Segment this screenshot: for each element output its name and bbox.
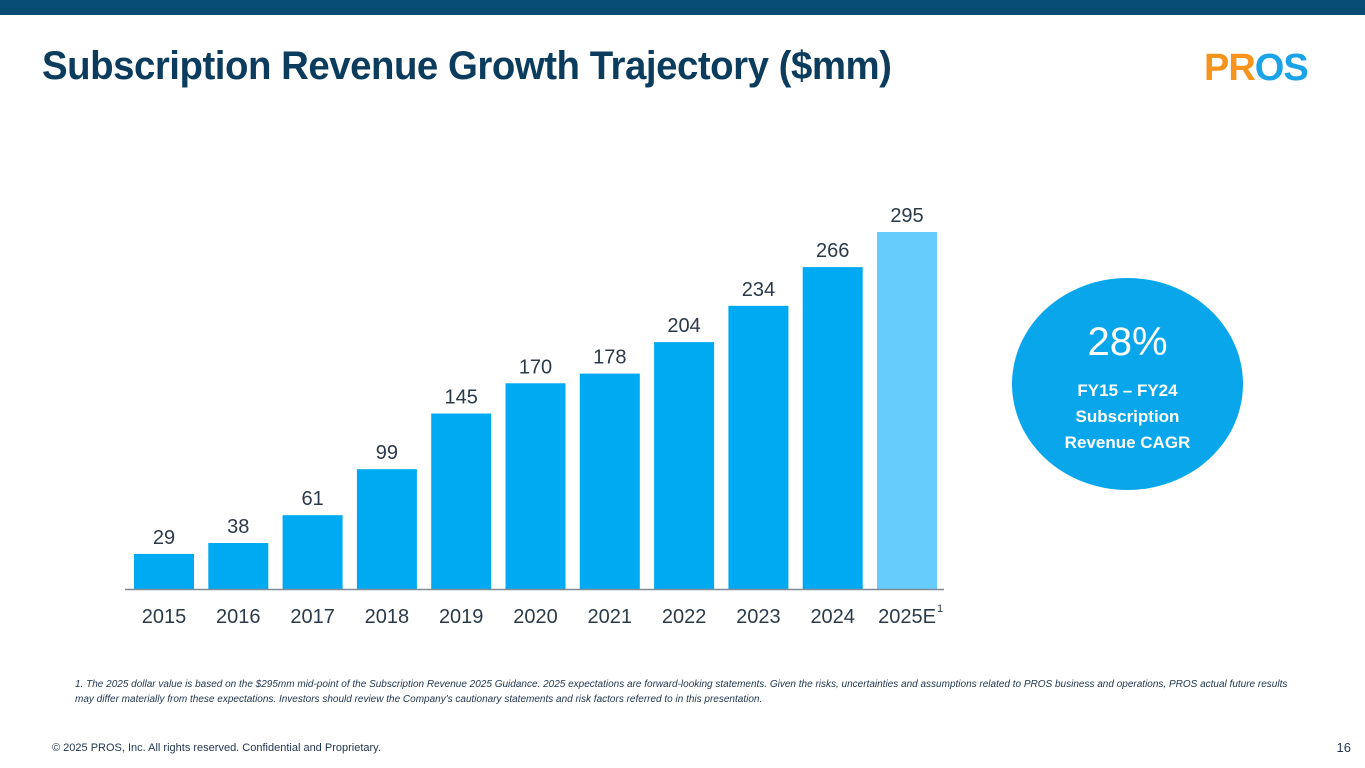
data-label-2020: 170 xyxy=(519,356,552,378)
x-tick-label-2021: 2021 xyxy=(588,606,633,628)
cagr-label-line1: FY15 – FY24 xyxy=(1077,381,1178,400)
data-label-2021: 178 xyxy=(593,347,626,369)
x-tick-label-2024: 2024 xyxy=(810,606,855,628)
page-number: 16 xyxy=(1336,740,1351,755)
cagr-callout-circle: 28% FY15 – FY24 Subscription Revenue CAG… xyxy=(1012,278,1243,490)
data-label-2024: 266 xyxy=(816,240,849,262)
data-label-2016: 38 xyxy=(227,516,249,538)
logo-text-part2: OS xyxy=(1254,47,1309,89)
bar-2025E xyxy=(877,232,937,589)
bar-2019 xyxy=(431,413,492,589)
x-tick-label-2025E: 2025E xyxy=(878,606,936,628)
x-tick-label-2016: 2016 xyxy=(216,606,261,628)
footnote: 1. The 2025 dollar value is based on the… xyxy=(75,679,1288,705)
copyright-footer: © 2025 PROS, Inc. All rights reserved. C… xyxy=(52,742,381,754)
x-tick-label-2023: 2023 xyxy=(736,606,781,628)
bar-2024 xyxy=(802,267,863,589)
bar-2020 xyxy=(505,383,566,589)
data-label-2023: 234 xyxy=(742,279,775,301)
data-label-2018: 99 xyxy=(376,442,398,464)
bar-2015 xyxy=(134,553,194,589)
logo-text-part1: PR xyxy=(1204,47,1256,89)
pros-logo: PR OS xyxy=(1204,47,1309,89)
cagr-label-line3: Revenue CAGR xyxy=(1064,433,1191,452)
data-label-2019: 145 xyxy=(445,387,478,409)
bar-2021 xyxy=(579,373,640,589)
x-tick-label-2018: 2018 xyxy=(365,606,410,628)
data-label-2022: 204 xyxy=(667,315,700,337)
cagr-label: FY15 – FY24 Subscription Revenue CAGR xyxy=(1042,378,1213,456)
x-tick-label-2020: 2020 xyxy=(513,606,558,628)
bar-2016 xyxy=(208,543,269,589)
data-label-2017: 61 xyxy=(301,488,323,510)
x-tick-label-2015: 2015 xyxy=(142,606,187,628)
x-tick-superscript-2025E: 1 xyxy=(937,603,943,615)
bar-2023 xyxy=(728,305,789,589)
bar-2017 xyxy=(282,515,343,589)
slide-title: Subscription Revenue Growth Trajectory (… xyxy=(42,44,892,88)
x-tick-label-2022: 2022 xyxy=(662,606,707,628)
bar-2022 xyxy=(654,342,715,589)
top-accent-bar xyxy=(0,0,1365,15)
data-label-2025E: 295 xyxy=(890,205,923,227)
cagr-value: 28% xyxy=(1087,320,1168,364)
x-tick-label-2019: 2019 xyxy=(439,606,484,628)
x-tick-label-2017: 2017 xyxy=(290,606,335,628)
data-label-2015: 29 xyxy=(153,527,175,549)
cagr-label-line2: Subscription xyxy=(1075,407,1180,426)
bar-2018 xyxy=(356,469,417,589)
